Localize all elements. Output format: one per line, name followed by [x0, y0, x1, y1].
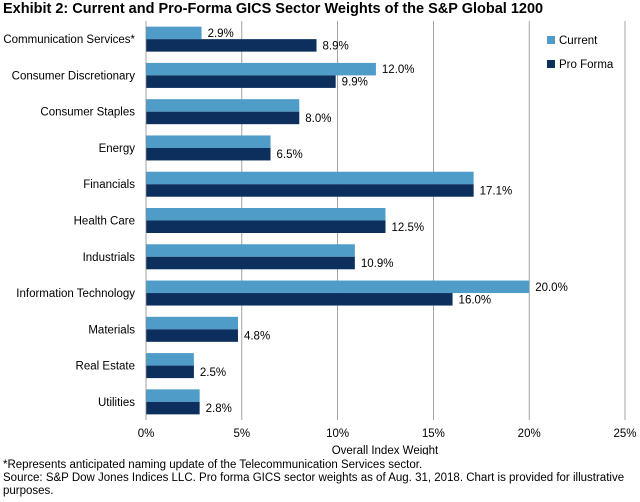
pro-forma-bar	[146, 147, 271, 161]
current-legend-swatch	[547, 36, 555, 44]
pro-forma-bar	[146, 220, 386, 233]
data-label: 2.5%	[200, 367, 226, 379]
data-label: 9.9%	[342, 77, 368, 89]
category-label: Financials	[83, 179, 135, 191]
pro-forma-bar	[146, 75, 336, 88]
pro-forma-bar	[146, 365, 194, 379]
current-bar	[146, 99, 300, 112]
current-bar	[146, 280, 530, 294]
data-label: 12.5%	[392, 222, 425, 234]
chart-footer: *Represents anticipated naming update of…	[3, 459, 637, 498]
pro-forma-bar	[146, 401, 200, 415]
pro-forma-bar	[146, 293, 453, 306]
legend-label: Current	[559, 35, 598, 47]
current-bar	[146, 244, 355, 257]
data-label: 17.1%	[480, 185, 513, 197]
x-tick-label: 25%	[613, 428, 636, 440]
category-label: Industrials	[83, 252, 136, 264]
data-label: 16.0%	[459, 294, 492, 306]
current-bar	[146, 208, 386, 221]
x-axis-title: Overall Index Weight	[332, 445, 439, 455]
current-bar	[146, 353, 194, 366]
footnote-text: *Represents anticipated naming update of…	[3, 459, 423, 471]
pro-forma-bar	[146, 39, 317, 52]
pro-forma-bar	[146, 329, 238, 342]
pro-forma-bar	[146, 184, 474, 197]
data-label: 8.0%	[305, 113, 331, 125]
data-label: 4.8%	[244, 331, 270, 343]
legend-label: Pro Forma	[559, 59, 614, 71]
current-bar	[146, 135, 271, 148]
category-label: Materials	[88, 324, 135, 336]
data-label: 8.9%	[323, 40, 349, 52]
category-label: Consumer Staples	[40, 107, 135, 119]
current-bar	[146, 316, 238, 330]
data-label: 2.8%	[206, 403, 232, 415]
x-tick-label: 0%	[138, 428, 155, 440]
data-label: 12.0%	[382, 64, 415, 76]
category-label: Real Estate	[76, 361, 135, 373]
category-label: Utilities	[98, 397, 135, 409]
current-bar	[146, 389, 200, 402]
current-bar	[146, 62, 376, 76]
x-tick-label: 20%	[518, 428, 541, 440]
category-label: Communication Services*	[3, 34, 135, 46]
pro-forma-bar	[146, 111, 300, 125]
bar-chart: 2.9% 8.9% Communication Services* 12.0% 9.9%…	[3, 21, 637, 455]
current-bar	[146, 171, 474, 185]
category-label: Consumer Discretionary	[12, 70, 136, 82]
category-label: Energy	[99, 143, 136, 155]
data-label: 20.0%	[535, 282, 568, 294]
data-label: 6.5%	[277, 149, 303, 161]
pro-forma-legend-swatch	[547, 60, 555, 68]
current-bar	[146, 26, 202, 40]
data-label: 2.9%	[208, 28, 234, 40]
source-text: Source: S&P Dow Jones Indices LLC. Pro f…	[3, 472, 625, 497]
x-tick-label: 15%	[422, 428, 445, 440]
x-tick-label: 5%	[233, 428, 250, 440]
pro-forma-bar	[146, 256, 355, 270]
category-label: Information Technology	[16, 288, 135, 300]
category-label: Health Care	[74, 216, 135, 228]
chart-title: Exhibit 2: Current and Pro-Forma GICS Se…	[3, 1, 544, 17]
x-tick-label: 10%	[326, 428, 349, 440]
data-label: 10.9%	[361, 258, 394, 270]
